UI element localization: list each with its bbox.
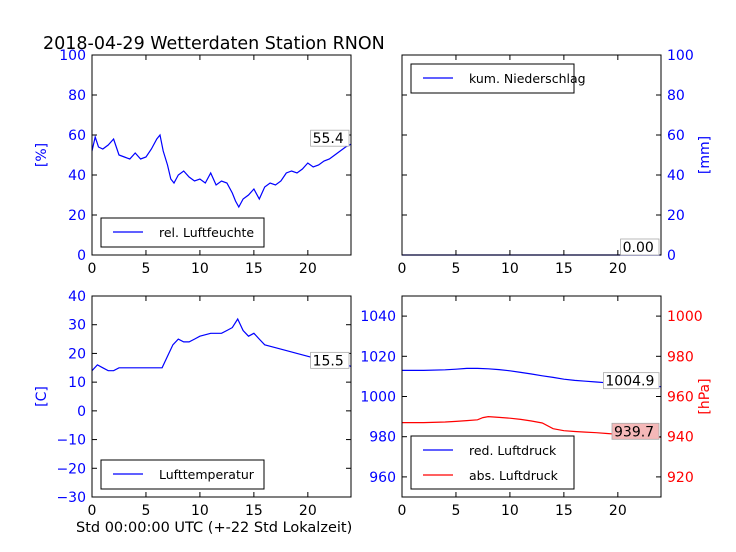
pressure-ylabel: [hPa] bbox=[697, 378, 713, 414]
pressure-xtick-label: 15 bbox=[555, 503, 573, 519]
precip-ytick-label: 0 bbox=[667, 248, 676, 264]
pressure-ytick-label-right: 980 bbox=[667, 349, 694, 365]
precip-ytick-label: 100 bbox=[667, 48, 694, 64]
humidity-ytick-label: 20 bbox=[68, 208, 86, 224]
humidity-xtick-label: 0 bbox=[88, 261, 97, 277]
temperature-panel: 0 5 10 15 20 −30 −20 −10 0 10 20 30 40 [C] 15.5 Lufttem… bbox=[34, 289, 352, 519]
pressure-ytick-label-right: 1000 bbox=[667, 309, 703, 325]
temperature-xtick-label: 0 bbox=[88, 503, 97, 519]
pressure-ytick-label: 960 bbox=[369, 470, 396, 486]
temperature-legend-label-0: Lufttemperatur bbox=[159, 467, 255, 482]
temperature-ytick-label: 0 bbox=[77, 404, 86, 420]
temperature-xtick-label: 20 bbox=[299, 503, 317, 519]
humidity-series-line-0 bbox=[91, 133, 352, 209]
pressure-ytick-label-right: 920 bbox=[667, 470, 694, 486]
pressure-legend-label-1: abs. Luftdruck bbox=[469, 468, 559, 483]
humidity-ytick-label: 100 bbox=[59, 48, 86, 64]
humidity-ytick-label: 0 bbox=[77, 248, 86, 264]
pressure-xtick-label: 10 bbox=[501, 503, 519, 519]
temperature-ytick-label: 30 bbox=[68, 318, 86, 334]
pressure-last-value-label-0: 1004.9 bbox=[605, 374, 654, 390]
precip-ytick-label: 60 bbox=[667, 128, 685, 144]
precip-legend: kum. Niederschlag bbox=[410, 63, 586, 94]
precip-xtick-label: 10 bbox=[501, 261, 519, 277]
temperature-ytick-label: 10 bbox=[68, 375, 86, 391]
humidity-axes-frame bbox=[91, 54, 352, 256]
pressure-panel: 0 5 10 15 20 960 980 1000 1020 1040 920 940 960 980 10… bbox=[360, 295, 713, 519]
precipitation-panel: 0 5 10 15 20 0 20 40 60 80 100 [mm] 0.00 kum. Nieders… bbox=[398, 48, 713, 277]
humidity-xtick-label: 15 bbox=[245, 261, 263, 277]
humidity-ytick-label: 40 bbox=[68, 168, 86, 184]
precip-xtick-label: 5 bbox=[451, 261, 460, 277]
temperature-xtick-label: 10 bbox=[191, 503, 209, 519]
humidity-last-value-label-box bbox=[310, 129, 350, 147]
humidity-ytick-label: 80 bbox=[68, 88, 86, 104]
humidity-legend-label-0: rel. Luftfeuchte bbox=[159, 225, 254, 240]
humidity-ylabel: [%] bbox=[34, 143, 50, 167]
pressure-ytick-label: 980 bbox=[369, 430, 396, 446]
pressure-ytick-label-right: 940 bbox=[667, 430, 694, 446]
precip-legend-label-0: kum. Niederschlag bbox=[469, 71, 586, 86]
temperature-axes-frame bbox=[91, 295, 352, 498]
temperature-ytick-label: 40 bbox=[68, 289, 86, 305]
precip-ylabel: [mm] bbox=[697, 136, 713, 174]
pressure-legend-box bbox=[410, 435, 575, 490]
pressure-ytick-label: 1000 bbox=[360, 390, 396, 406]
humidity-xtick-label: 10 bbox=[191, 261, 209, 277]
pressure-last-value-label-0-box bbox=[603, 372, 660, 390]
pressure-ytick-label-right: 960 bbox=[667, 390, 694, 406]
precip-ytick-label: 80 bbox=[667, 88, 685, 104]
temperature-legend: Lufttemperatur bbox=[100, 459, 265, 490]
pressure-last-value-label-1: 939.7 bbox=[614, 424, 654, 440]
pressure-ytick-label: 1040 bbox=[360, 309, 396, 325]
precip-xtick-label: 0 bbox=[398, 261, 407, 277]
pressure-xtick-label: 5 bbox=[451, 503, 460, 519]
precip-axes-frame bbox=[401, 54, 662, 256]
humidity-panel: 0 5 10 15 20 0 20 40 60 80 100 [%] 55.4 rel. Luftfeuc… bbox=[34, 48, 352, 277]
pressure-xtick-label: 0 bbox=[398, 503, 407, 519]
pressure-last-value-label-1-box bbox=[611, 422, 660, 440]
humidity-ytick-label: 60 bbox=[68, 128, 86, 144]
temperature-xtick-label: 5 bbox=[141, 503, 150, 519]
temperature-xtick-label: 15 bbox=[245, 503, 263, 519]
precip-last-value-label-box bbox=[620, 238, 660, 256]
figure-title: 2018-04-29 Wetterdaten Station RNON bbox=[43, 34, 385, 54]
precip-last-value-label: 0.00 bbox=[623, 240, 654, 256]
humidity-last-value-label: 55.4 bbox=[313, 131, 344, 147]
humidity-legend-box bbox=[100, 217, 265, 248]
precip-xtick-label: 20 bbox=[609, 261, 627, 277]
temperature-ytick-label: −10 bbox=[56, 433, 86, 449]
precip-ytick-label: 40 bbox=[667, 168, 685, 184]
precip-ytick-label: 20 bbox=[667, 208, 685, 224]
precip-xtick-label: 15 bbox=[555, 261, 573, 277]
humidity-xtick-label: 20 bbox=[299, 261, 317, 277]
x-axis-label: Std 00:00:00 UTC (+-22 Std Lokalzeit) bbox=[76, 520, 352, 536]
humidity-legend: rel. Luftfeuchte bbox=[100, 217, 265, 248]
temperature-ytick-label: −30 bbox=[56, 490, 86, 506]
temperature-last-value-label: 15.5 bbox=[313, 353, 344, 369]
humidity-xtick-label: 5 bbox=[141, 261, 150, 277]
temperature-series-line-0 bbox=[91, 317, 352, 372]
temperature-ytick-label: 20 bbox=[68, 346, 86, 362]
pressure-legend-label-0: red. Luftdruck bbox=[469, 443, 557, 458]
temperature-last-value-label-box bbox=[310, 351, 350, 369]
pressure-ytick-label: 1020 bbox=[360, 349, 396, 365]
temperature-ylabel: [C] bbox=[34, 386, 50, 407]
temperature-ytick-label: −20 bbox=[56, 461, 86, 477]
pressure-legend: red. Luftdruck abs. Luftdruck bbox=[410, 435, 575, 490]
pressure-xtick-label: 20 bbox=[609, 503, 627, 519]
